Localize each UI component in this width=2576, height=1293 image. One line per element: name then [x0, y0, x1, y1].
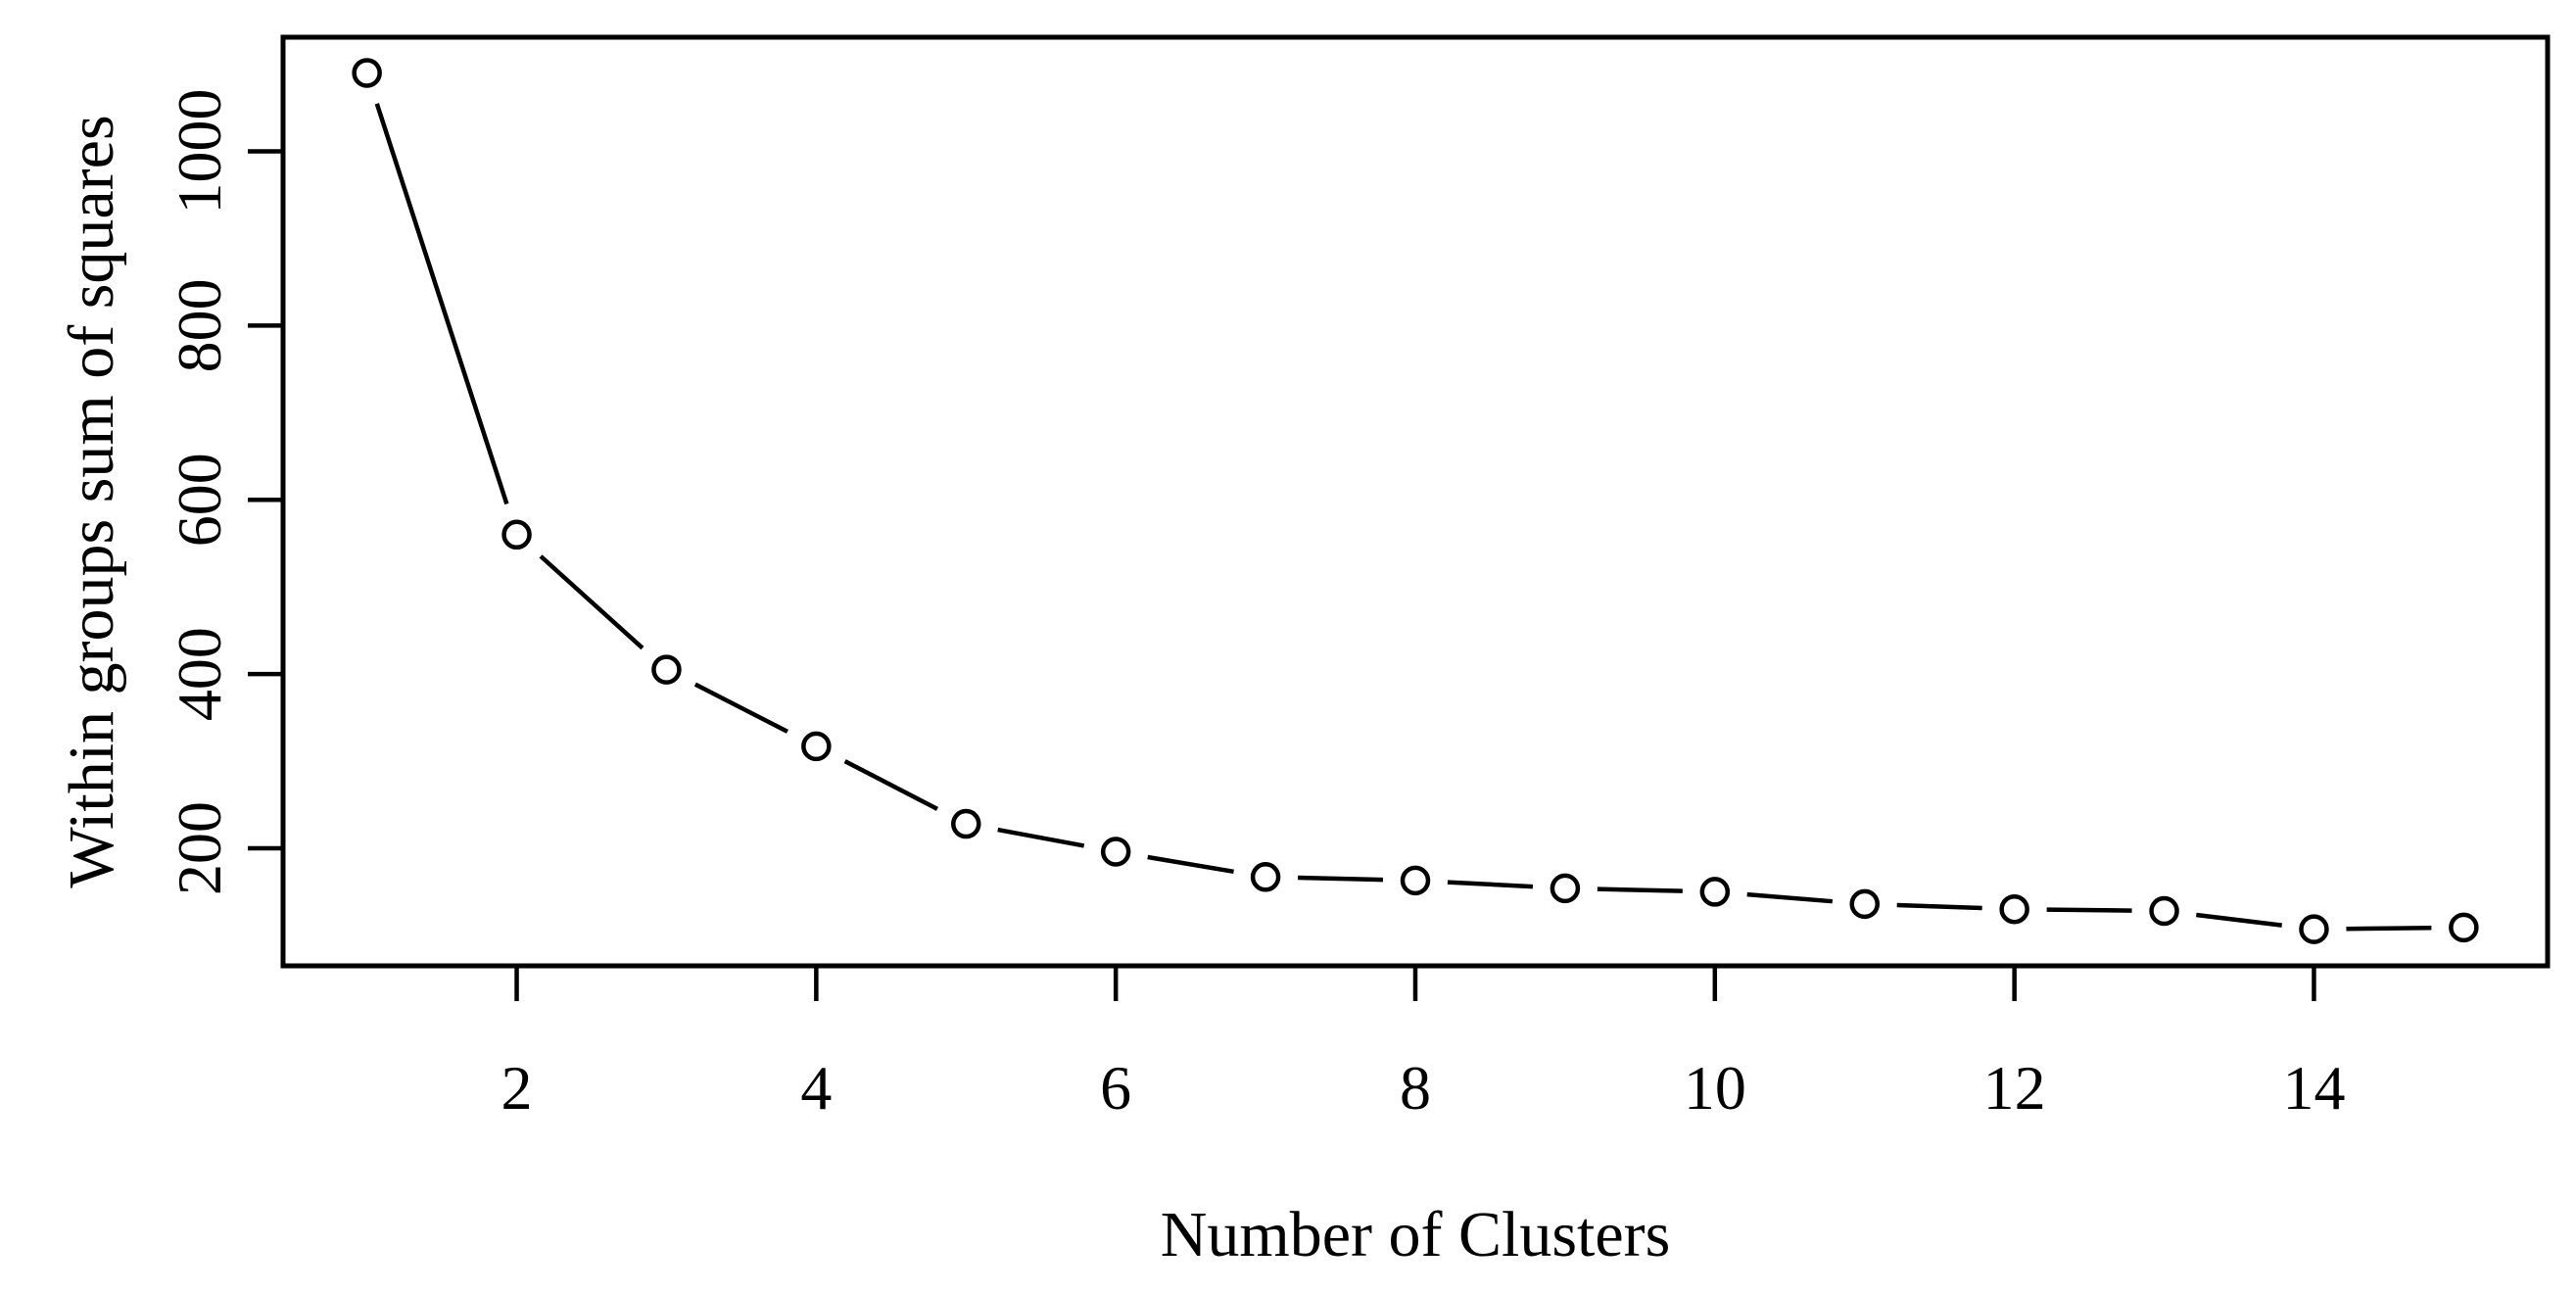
series-line-segment [1147, 854, 1234, 875]
y-tick-label: 200 [165, 801, 234, 895]
data-point-marker [1400, 865, 1431, 896]
y-axis-title: Within groups sum of squares [56, 115, 127, 887]
data-point-marker [1250, 862, 1281, 892]
x-tick-label: 12 [1983, 1053, 2046, 1123]
series-line-segment [1896, 902, 1982, 911]
data-point-marker [501, 519, 532, 551]
series-line-segment [843, 759, 938, 811]
x-tick-label: 4 [800, 1053, 832, 1123]
series-line-segment [1597, 886, 1683, 893]
data-point-marker [352, 58, 382, 88]
data-point-marker [651, 654, 682, 685]
series-line-segment [539, 554, 644, 650]
x-tick-label: 14 [2282, 1053, 2345, 1123]
series-line-segment [997, 827, 1085, 848]
data-point-marker [1100, 837, 1131, 867]
x-tick-label: 2 [501, 1053, 533, 1123]
series-line-segment [2196, 912, 2282, 928]
data-point-marker [951, 808, 981, 839]
series-line-segment [374, 103, 509, 505]
x-tick-label: 10 [1684, 1053, 1746, 1123]
y-tick-label: 1000 [165, 88, 234, 214]
data-point-marker [2149, 895, 2179, 927]
data-point-marker [1999, 893, 2029, 925]
data-point-marker [1699, 877, 1731, 907]
data-point-marker [2449, 912, 2479, 943]
x-axis-title: Number of Clusters [1161, 1199, 1671, 1270]
plot-border [280, 34, 2551, 969]
data-point-marker [801, 731, 832, 762]
series-line-segment [1298, 875, 1384, 883]
series-line-segment [2046, 907, 2132, 913]
series-line-segment [693, 682, 789, 734]
data-point-marker [2299, 914, 2329, 944]
series-line-segment [1447, 880, 1534, 889]
y-tick-label: 800 [165, 278, 234, 372]
x-tick-label: 8 [1400, 1053, 1431, 1123]
y-tick-label: 600 [165, 453, 234, 547]
x-tick-label: 6 [1100, 1053, 1131, 1123]
y-tick-label: 400 [165, 627, 234, 721]
data-point-marker [1849, 888, 1880, 920]
series-line-segment [1746, 891, 1834, 904]
data-point-marker [1550, 873, 1581, 904]
series-line-segment [2346, 926, 2432, 932]
